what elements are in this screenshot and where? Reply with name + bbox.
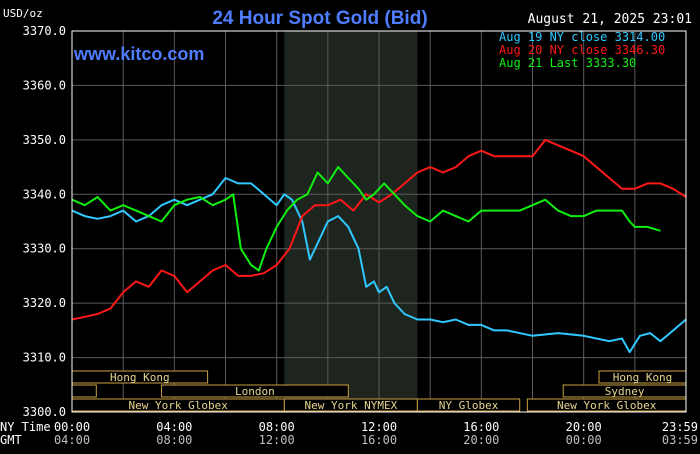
legend: Aug 19 NY close 3314.00 Aug 20 NY close … — [499, 30, 665, 70]
y-tick-label: 3340.0 — [23, 187, 66, 201]
x-tick-label-ny: 12:00 — [361, 420, 397, 434]
x-tick-labels: 00:0004:0004:0008:0008:0012:0012:0016:00… — [54, 420, 698, 447]
x-tick-label-gmt: 00:00 — [566, 433, 602, 447]
gmt-axis-label: GMT — [0, 433, 22, 447]
x-tick-label-ny: 16:00 — [463, 420, 499, 434]
y-tick-label: 3300.0 — [23, 405, 66, 419]
series-line-1 — [71, 138, 687, 321]
y-tick-label: 3370.0 — [23, 24, 66, 38]
x-tick-label-gmt: 12:00 — [259, 433, 295, 447]
y-tick-label: 3360.0 — [23, 78, 66, 92]
session-label: New York Globex — [128, 399, 228, 412]
y-tick-label: 3320.0 — [23, 296, 66, 310]
session-bar — [161, 384, 349, 398]
session-label: Sydney — [605, 385, 645, 398]
legend-entry-aug21: Aug 21 Last 3333.30 — [499, 56, 636, 70]
session-bar — [416, 398, 521, 412]
nymex-shade-rect — [284, 31, 418, 412]
y-tick-label: 3330.0 — [23, 242, 66, 256]
x-tick-label-gmt: 08:00 — [156, 433, 192, 447]
x-tick-label-gmt: 03:59 — [662, 433, 698, 447]
session-bar — [71, 384, 97, 398]
timestamp: August 21, 2025 23:01 — [528, 12, 692, 27]
x-tick-label-ny: 08:00 — [259, 420, 295, 434]
series-lines — [71, 138, 687, 354]
nymex-shading — [284, 31, 418, 412]
x-tick-label-gmt: 04:00 — [54, 433, 90, 447]
session-label: New York Globex — [557, 399, 657, 412]
y-tick-labels: 3370.0 3360.0 3350.0 3340.0 3330.0 3320.0 3310… — [23, 24, 66, 419]
ny-time-axis-label: NY Time — [0, 420, 51, 434]
y-unit-label: USD/oz — [3, 7, 43, 20]
legend-entry-aug20: Aug 20 NY close 3346.30 — [499, 43, 665, 57]
x-tick-label-gmt: 16:00 — [361, 433, 397, 447]
x-tick-label-ny: 04:00 — [156, 420, 192, 434]
session-label: NY Globex — [439, 399, 499, 412]
plot-frame — [71, 30, 687, 413]
session-label: New York NYMEX — [304, 399, 397, 412]
legend-entry-aug19: Aug 19 NY close 3314.00 — [499, 30, 665, 44]
series-line-2 — [71, 166, 661, 272]
y-tick-label: 3310.0 — [23, 351, 66, 365]
session-label: London — [235, 385, 275, 398]
x-tick-label-ny: 00:00 — [54, 420, 90, 434]
x-tick-label-ny: 20:00 — [566, 420, 602, 434]
watermark: www.kitco.com — [73, 44, 204, 64]
session-label: Hong Kong — [613, 371, 673, 384]
chart-title: 24 Hour Spot Gold (Bid) — [212, 8, 427, 29]
y-tick-label: 3350.0 — [23, 133, 66, 147]
x-tick-label-ny: 23:59 — [662, 420, 698, 434]
x-tick-label-gmt: 20:00 — [463, 433, 499, 447]
session-label: Hong Kong — [110, 371, 170, 384]
